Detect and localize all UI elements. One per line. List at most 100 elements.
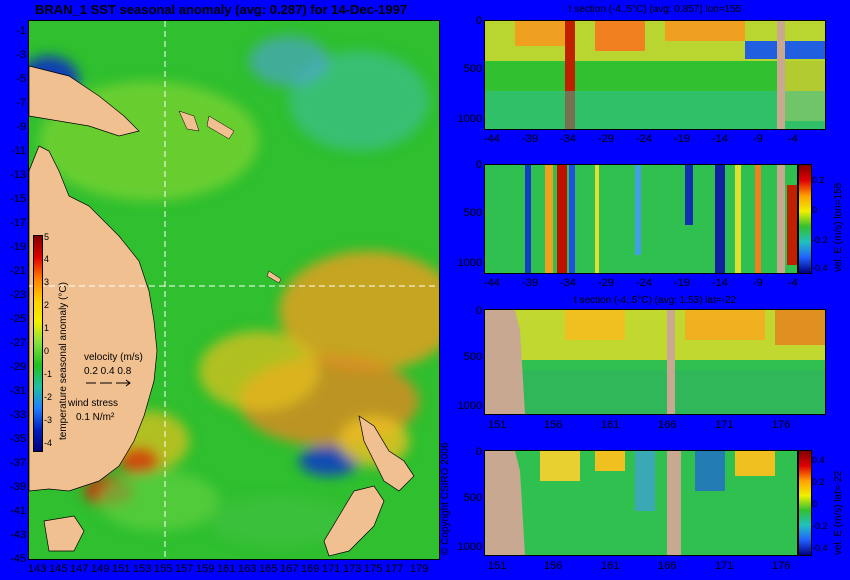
colorbar-tick: 2 — [44, 300, 50, 310]
lat-tick: -39 — [522, 277, 538, 289]
lat-tick: -44 — [484, 133, 500, 145]
lat-tick: -19 — [674, 133, 690, 145]
colorbar-tick: 3 — [44, 277, 50, 287]
depth-label: 1000 — [457, 400, 482, 412]
lat-tick: -9 — [753, 133, 763, 145]
depth-label: 1000 — [457, 541, 482, 553]
lat-label: -11 — [10, 145, 26, 157]
lon-label: 147 — [70, 563, 89, 575]
lat-label: -1 — [16, 25, 26, 37]
depth-label: 500 — [463, 492, 482, 504]
lat-tick: -9 — [753, 277, 763, 289]
wind-legend-scale: 0.1 N/m² — [76, 412, 115, 423]
sst-anomaly-map[interactable] — [28, 20, 440, 560]
colorbar-tick: -4 — [44, 438, 53, 448]
lat-tick: -4 — [788, 133, 798, 145]
lat-label: -9 — [16, 121, 26, 133]
lat-tick: -34 — [560, 277, 576, 289]
lon-tick: 166 — [658, 560, 677, 572]
lat-label: -23 — [10, 289, 26, 301]
map-colorbar — [33, 235, 43, 452]
lat-label: -43 — [10, 529, 26, 541]
section-bot1-x-axis: 151 156 161 166 171 176 — [484, 419, 824, 433]
depth-label: 0 — [475, 446, 482, 458]
lon-label: 145 — [49, 563, 68, 575]
colorbar-tick: 0 — [812, 205, 818, 215]
colorbar-tick: -0.4 — [812, 543, 828, 553]
section-bot2-x-axis: 151 156 161 166 171 176 — [484, 560, 824, 574]
section-bot1-plot[interactable] — [484, 309, 826, 415]
lat-tick: -34 — [560, 133, 576, 145]
lat-tick: -19 — [674, 277, 690, 289]
colorbar-tick: 1 — [44, 323, 50, 333]
lat-label: -13 — [10, 169, 26, 181]
lat-tick: -24 — [636, 277, 652, 289]
lon-label: 157 — [175, 563, 194, 575]
lat-label: -25 — [10, 313, 26, 325]
lat-label: -17 — [10, 217, 26, 229]
lat-tick: -39 — [522, 133, 538, 145]
section-top2-cbar-label: vel. E (m/s) lon=155 — [833, 182, 844, 272]
lat-label: -37 — [10, 457, 26, 469]
lon-label: 167 — [280, 563, 299, 575]
lat-tick: -44 — [484, 277, 500, 289]
lat-tick: -29 — [598, 133, 614, 145]
colorbar-tick: -3 — [44, 415, 53, 425]
velocity-legend-title: velocity (m/s) — [84, 352, 143, 363]
section-bot2-colorbar — [798, 450, 812, 556]
section-top1-x-axis: -44 -39 -34 -29 -24 -19 -14 -9 -4 — [484, 133, 824, 147]
lat-label: -41 — [10, 505, 26, 517]
lon-label: 149 — [91, 563, 110, 575]
section-top2-plot[interactable] — [484, 164, 798, 274]
depth-label: 0 — [475, 15, 482, 27]
lon-label: 179 — [410, 563, 429, 575]
depth-label: 500 — [463, 351, 482, 363]
velocity-legend-scale: 0.2 0.4 0.8 — [84, 366, 132, 377]
lon-label: 175 — [364, 563, 383, 575]
depth-label: 0 — [475, 159, 482, 171]
lat-label: -31 — [10, 385, 26, 397]
lon-label: 155 — [154, 563, 173, 575]
colorbar-tick: 4 — [44, 254, 50, 264]
colorbar-tick: 0.2 — [812, 175, 825, 185]
section-top2-field — [485, 165, 797, 273]
section-top1-title: t section (-4..5°C) (avg: 0.857) lon=155 — [568, 4, 742, 15]
lat-label: -29 — [10, 361, 26, 373]
lat-tick: -4 — [788, 277, 798, 289]
lon-label: 171 — [322, 563, 341, 575]
main-title: BRAN_1 SST seasonal anomaly (avg: 0.287)… — [35, 2, 408, 17]
copyright-notice: © Copyright CSIRO 2006 — [440, 442, 451, 555]
lat-tick: -14 — [712, 277, 728, 289]
velocity-arrows-icon — [86, 379, 131, 387]
section-bot1-y-axis: 0 500 1000 — [456, 305, 482, 417]
section-bot2-field — [485, 451, 797, 555]
lat-label: -15 — [10, 193, 26, 205]
lon-label: 159 — [196, 563, 215, 575]
lon-tick: 171 — [715, 560, 734, 572]
section-top1-plot[interactable] — [484, 20, 826, 130]
lon-tick: 176 — [772, 419, 791, 431]
colorbar-tick: 0.4 — [812, 455, 825, 465]
lon-tick: 151 — [488, 560, 507, 572]
lat-label: -3 — [16, 49, 26, 61]
lat-label: -21 — [10, 265, 26, 277]
map-field-svg — [29, 21, 439, 559]
lat-tick: -24 — [636, 133, 652, 145]
section-top1-field — [485, 21, 825, 129]
lat-tick: -29 — [598, 277, 614, 289]
depth-label: 500 — [463, 63, 482, 75]
section-bot1-title: t section (-4..5°C) (avg: 1.53) lat=-22 — [573, 295, 737, 306]
colorbar-tick: -0.2 — [812, 521, 828, 531]
lon-tick: 156 — [544, 419, 563, 431]
lon-label: 173 — [343, 563, 362, 575]
section-top2-y-axis: 0 500 1000 — [456, 159, 482, 274]
section-bot2-y-axis: 0 500 1000 — [456, 446, 482, 558]
lon-tick: 171 — [715, 419, 734, 431]
colorbar-tick: 5 — [44, 232, 50, 242]
section-bot2-plot[interactable] — [484, 450, 798, 556]
depth-label: 0 — [475, 305, 482, 317]
map-lon-axis: 143 145 147 149 151 153 155 157 159 161 … — [28, 563, 438, 577]
colorbar-label: temperature seasonal anomaly (°C) — [58, 282, 69, 440]
section-top1-y-axis: 0 500 1000 — [456, 15, 482, 130]
section-bot2-cbar-label: vel. E (m/s) lat=-22 — [833, 470, 844, 555]
